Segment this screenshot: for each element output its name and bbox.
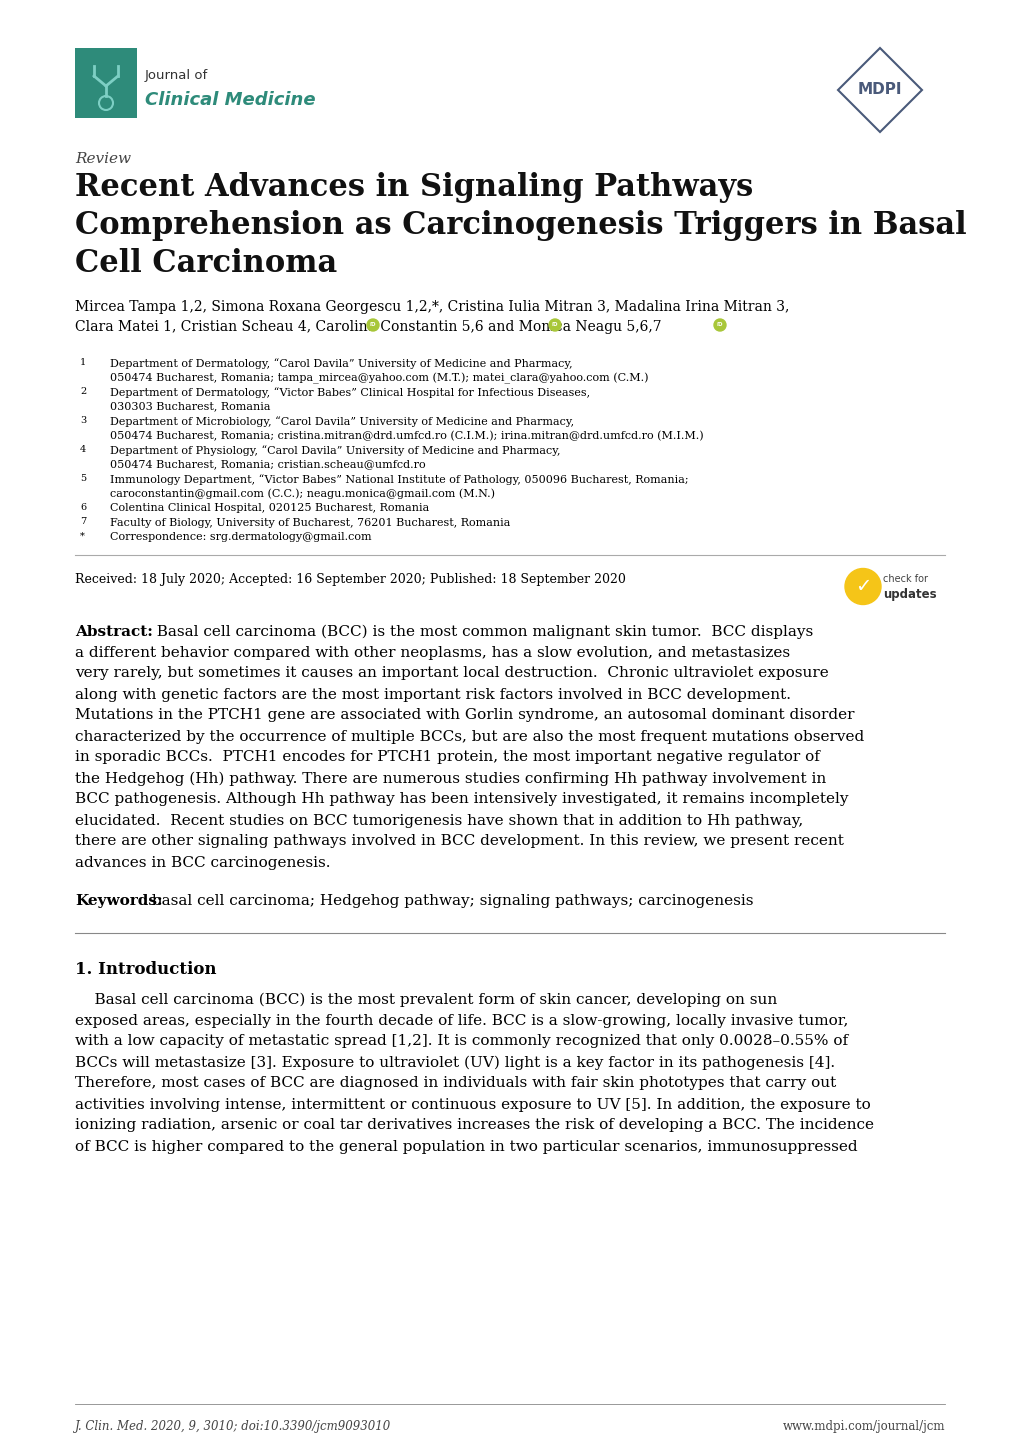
Text: Abstract:: Abstract: — [75, 624, 153, 639]
Text: updates: updates — [882, 588, 935, 601]
Text: 050474 Bucharest, Romania; tampa_mircea@yahoo.com (M.T.); matei_clara@yahoo.com : 050474 Bucharest, Romania; tampa_mircea@… — [110, 372, 648, 384]
Circle shape — [367, 319, 379, 332]
Text: 1: 1 — [79, 358, 87, 368]
Circle shape — [713, 319, 726, 332]
Text: elucidated.  Recent studies on BCC tumorigenesis have shown that in addition to : elucidated. Recent studies on BCC tumori… — [75, 813, 803, 828]
Text: ionizing radiation, arsenic or coal tar derivatives increases the risk of develo: ionizing radiation, arsenic or coal tar … — [75, 1119, 873, 1132]
Text: 2: 2 — [79, 386, 87, 397]
Text: MDPI: MDPI — [857, 82, 902, 98]
Text: 050474 Bucharest, Romania; cristina.mitran@drd.umfcd.ro (C.I.M.); irina.mitran@d: 050474 Bucharest, Romania; cristina.mitr… — [110, 431, 703, 441]
Text: Keywords:: Keywords: — [75, 894, 162, 908]
Text: ✓: ✓ — [854, 577, 870, 596]
Text: Immunology Department, “Victor Babes” National Institute of Pathology, 050096 Bu: Immunology Department, “Victor Babes” Na… — [110, 474, 688, 485]
Text: check for: check for — [882, 574, 927, 584]
Text: 050474 Bucharest, Romania; cristian.scheau@umfcd.ro: 050474 Bucharest, Romania; cristian.sche… — [110, 460, 425, 470]
Text: 7: 7 — [79, 518, 87, 526]
Text: Department of Microbiology, “Carol Davila” University of Medicine and Pharmacy,: Department of Microbiology, “Carol Davil… — [110, 415, 574, 427]
Text: BCC pathogenesis. Although Hh pathway has been intensively investigated, it rema: BCC pathogenesis. Although Hh pathway ha… — [75, 793, 848, 806]
Text: Correspondence: srg.dermatology@gmail.com: Correspondence: srg.dermatology@gmail.co… — [110, 532, 371, 542]
Text: basal cell carcinoma; Hedgehog pathway; signaling pathways; carcinogenesis: basal cell carcinoma; Hedgehog pathway; … — [147, 894, 753, 908]
Text: exposed areas, especially in the fourth decade of life. BCC is a slow-growing, l: exposed areas, especially in the fourth … — [75, 1014, 848, 1028]
Text: iD: iD — [551, 323, 557, 327]
Circle shape — [548, 319, 560, 332]
Text: Colentina Clinical Hospital, 020125 Bucharest, Romania: Colentina Clinical Hospital, 020125 Buch… — [110, 503, 429, 513]
Text: there are other signaling pathways involved in BCC development. In this review, : there are other signaling pathways invol… — [75, 835, 843, 848]
Text: Review: Review — [75, 151, 130, 166]
Text: 5: 5 — [79, 474, 86, 483]
Text: Therefore, most cases of BCC are diagnosed in individuals with fair skin phototy: Therefore, most cases of BCC are diagnos… — [75, 1077, 836, 1090]
Text: advances in BCC carcinogenesis.: advances in BCC carcinogenesis. — [75, 855, 330, 870]
Text: caroconstantin@gmail.com (C.C.); neagu.monica@gmail.com (M.N.): caroconstantin@gmail.com (C.C.); neagu.m… — [110, 489, 494, 499]
Text: the Hedgehog (Hh) pathway. There are numerous studies confirming Hh pathway invo: the Hedgehog (Hh) pathway. There are num… — [75, 771, 825, 786]
Text: characterized by the occurrence of multiple BCCs, but are also the most frequent: characterized by the occurrence of multi… — [75, 730, 863, 744]
Text: J. Clin. Med. 2020, 9, 3010; doi:10.3390/jcm9093010: J. Clin. Med. 2020, 9, 3010; doi:10.3390… — [75, 1420, 391, 1433]
Text: activities involving intense, intermittent or continuous exposure to UV [5]. In : activities involving intense, intermitte… — [75, 1097, 870, 1112]
Text: Mutations in the PTCH1 gene are associated with Gorlin syndrome, an autosomal do: Mutations in the PTCH1 gene are associat… — [75, 708, 854, 722]
Text: of BCC is higher compared to the general population in two particular scenarios,: of BCC is higher compared to the general… — [75, 1139, 857, 1154]
Text: 1. Introduction: 1. Introduction — [75, 960, 216, 978]
Text: BCCs will metastasize [3]. Exposure to ultraviolet (UV) light is a key factor in: BCCs will metastasize [3]. Exposure to u… — [75, 1056, 835, 1070]
Text: www.mdpi.com/journal/jcm: www.mdpi.com/journal/jcm — [782, 1420, 944, 1433]
Text: in sporadic BCCs.  PTCH1 encodes for PTCH1 protein, the most important negative : in sporadic BCCs. PTCH1 encodes for PTCH… — [75, 750, 819, 764]
Text: 3: 3 — [79, 415, 87, 425]
Text: Basal cell carcinoma (BCC) is the most prevalent form of skin cancer, developing: Basal cell carcinoma (BCC) is the most p… — [75, 992, 776, 1007]
Text: Mircea Tampa 1,2, Simona Roxana Georgescu 1,2,*, Cristina Iulia Mitran 3, Madali: Mircea Tampa 1,2, Simona Roxana Georgesc… — [75, 300, 789, 314]
Text: Department of Dermatology, “Victor Babes” Clinical Hospital for Infectious Disea: Department of Dermatology, “Victor Babes… — [110, 386, 590, 398]
Circle shape — [844, 568, 880, 604]
Text: Clinical Medicine: Clinical Medicine — [145, 91, 315, 110]
Text: Faculty of Biology, University of Bucharest, 76201 Bucharest, Romania: Faculty of Biology, University of Buchar… — [110, 518, 510, 528]
Text: iD: iD — [716, 323, 722, 327]
Text: Cell Carcinoma: Cell Carcinoma — [75, 248, 337, 278]
Text: Journal of: Journal of — [145, 69, 208, 82]
Text: 6: 6 — [79, 503, 86, 512]
Text: Department of Dermatology, “Carol Davila” University of Medicine and Pharmacy,: Department of Dermatology, “Carol Davila… — [110, 358, 572, 369]
FancyBboxPatch shape — [75, 48, 137, 118]
Text: 030303 Bucharest, Romania: 030303 Bucharest, Romania — [110, 401, 270, 411]
Text: very rarely, but sometimes it causes an important local destruction.  Chronic ul: very rarely, but sometimes it causes an … — [75, 666, 828, 681]
Text: *: * — [79, 532, 85, 541]
Text: Department of Physiology, “Carol Davila” University of Medicine and Pharmacy,: Department of Physiology, “Carol Davila”… — [110, 446, 560, 456]
Text: Recent Advances in Signaling Pathways: Recent Advances in Signaling Pathways — [75, 172, 752, 203]
Text: iD: iD — [370, 323, 376, 327]
Text: with a low capacity of metastatic spread [1,2]. It is commonly recognized that o: with a low capacity of metastatic spread… — [75, 1034, 847, 1048]
Text: Comprehension as Carcinogenesis Triggers in Basal: Comprehension as Carcinogenesis Triggers… — [75, 211, 966, 241]
Text: Received: 18 July 2020; Accepted: 16 September 2020; Published: 18 September 202: Received: 18 July 2020; Accepted: 16 Sep… — [75, 572, 626, 585]
Text: along with genetic factors are the most important risk factors involved in BCC d: along with genetic factors are the most … — [75, 688, 790, 701]
Text: 4: 4 — [79, 446, 87, 454]
Text: a different behavior compared with other neoplasms, has a slow evolution, and me: a different behavior compared with other… — [75, 646, 790, 659]
Text: Basal cell carcinoma (BCC) is the most common malignant skin tumor.  BCC display: Basal cell carcinoma (BCC) is the most c… — [147, 624, 812, 639]
Text: Clara Matei 1, Cristian Scheau 4, Carolina Constantin 5,6 and Monica Neagu 5,6,7: Clara Matei 1, Cristian Scheau 4, Caroli… — [75, 320, 661, 335]
